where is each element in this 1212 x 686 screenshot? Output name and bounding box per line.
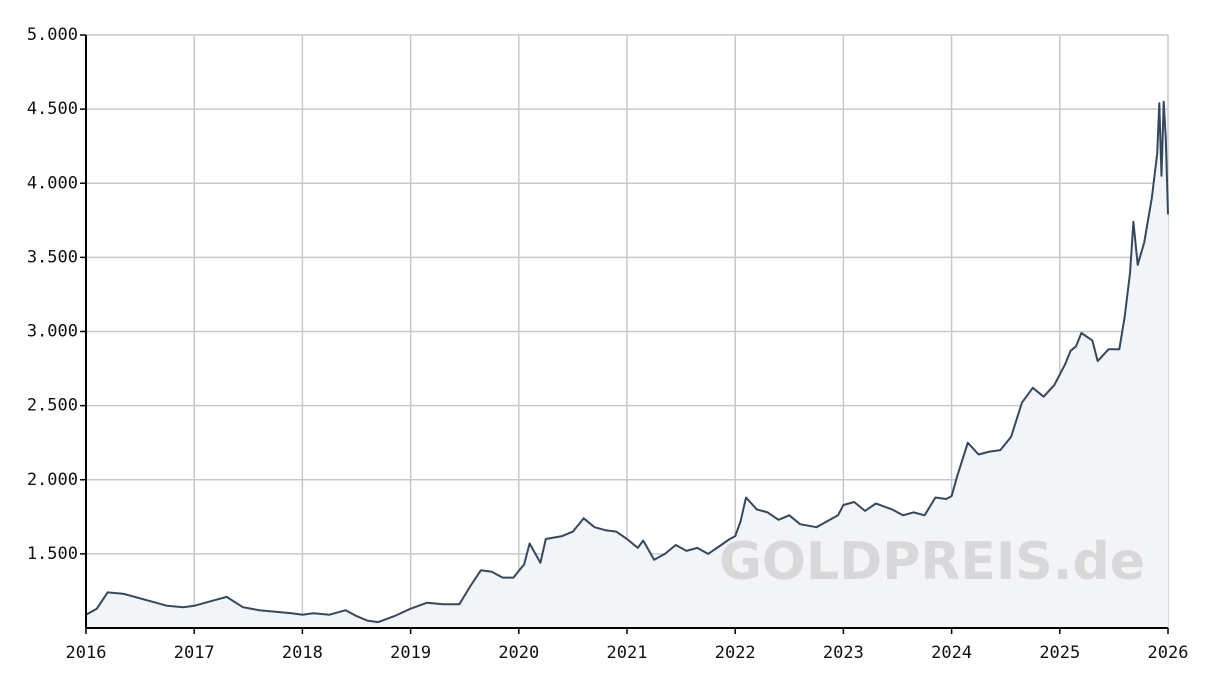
x-tick-label: 2017 — [174, 643, 215, 663]
y-tick-label: 4.000 — [27, 173, 78, 193]
x-tick-label: 2021 — [607, 643, 648, 663]
y-tick-label: 4.500 — [27, 99, 78, 119]
area — [86, 101, 1168, 628]
y-tick-label: 2.000 — [27, 470, 78, 490]
line — [85, 100, 1169, 624]
x-tick-label: 2026 — [1148, 643, 1189, 663]
x-tick-label: 2016 — [66, 643, 107, 663]
x-tick-label: 2023 — [823, 643, 864, 663]
x-tick-label: 2020 — [498, 643, 539, 663]
x-tick-label: 2022 — [715, 643, 756, 663]
watermark: GOLDPREIS.de — [719, 532, 1145, 592]
y-tick-label: 5.000 — [27, 25, 78, 45]
y-tick-label: 3.500 — [27, 247, 78, 267]
x-tick-label: 2025 — [1039, 643, 1080, 663]
x-tick-label: 2018 — [282, 643, 323, 663]
x-tick-label: 2019 — [390, 643, 431, 663]
x-tick-label: 2024 — [931, 643, 972, 663]
y-tick-label: 3.000 — [27, 322, 78, 342]
y-tick-label: 1.500 — [27, 544, 78, 564]
y-tick-label: 2.500 — [27, 396, 78, 416]
